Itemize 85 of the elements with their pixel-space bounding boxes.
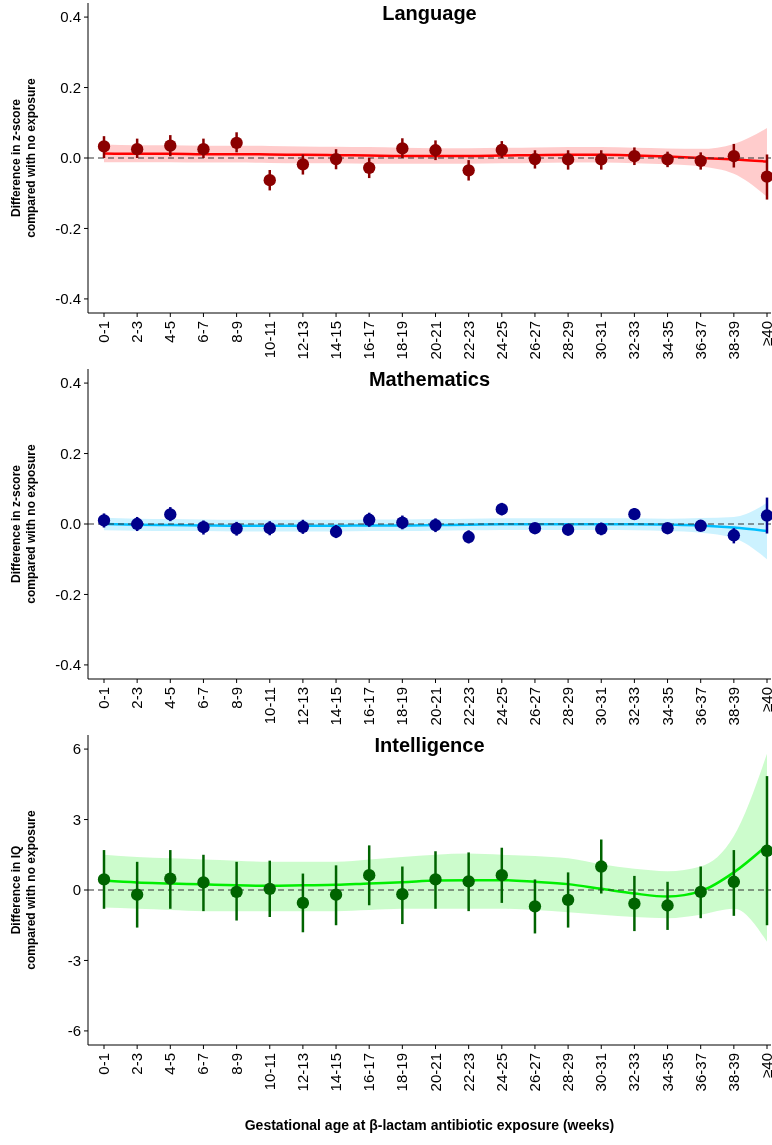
x-tick-label: 30-31 <box>592 321 610 360</box>
x-tick-label: 36-37 <box>691 321 709 360</box>
x-tick-label: 12-13 <box>293 321 311 360</box>
chart-title: Language <box>382 2 477 24</box>
y-tick-label: 0.0 <box>60 515 81 533</box>
x-tick-label: 4-5 <box>161 687 179 709</box>
x-tick-label: 2-3 <box>128 687 146 709</box>
x-tick-label: 36-37 <box>691 687 709 726</box>
x-tick-label: 22-23 <box>459 321 477 360</box>
x-tick-label: 8-9 <box>227 321 245 343</box>
x-tick-label: 16-17 <box>360 687 378 726</box>
x-tick-label: 10-11 <box>260 1053 278 1091</box>
x-tick-label: 22-23 <box>459 687 477 726</box>
y-tick-label: 0 <box>72 881 81 899</box>
x-tick-label: 34-35 <box>658 687 676 726</box>
x-tick-label: 4-5 <box>161 1053 179 1075</box>
x-tick-label: 14-15 <box>327 1053 345 1092</box>
x-tick-label: 6-7 <box>194 1053 212 1075</box>
x-tick-label: 24-25 <box>492 687 510 726</box>
y-axis-title: Difference in IQ compared with no exposure <box>9 810 38 970</box>
x-tick-label: 34-35 <box>658 321 676 360</box>
y-tick-label: 3 <box>72 810 81 828</box>
x-tick-label: 32-33 <box>625 321 643 360</box>
chart-title: Mathematics <box>368 368 491 390</box>
y-tick-label: 0.4 <box>60 8 81 26</box>
x-tick-label: 22-23 <box>459 1053 477 1092</box>
y-tick-label: -0.2 <box>55 219 81 237</box>
x-tick-label: 4-5 <box>161 321 179 343</box>
x-tick-label: 28-29 <box>559 1053 577 1092</box>
x-tick-label: ≥40 <box>758 321 772 346</box>
x-tick-label: 30-31 <box>592 1053 610 1092</box>
x-tick-label: 2-3 <box>128 321 146 343</box>
x-tick-label: 20-21 <box>426 321 444 360</box>
x-tick-label: 24-25 <box>492 321 510 360</box>
x-tick-label: ≥40 <box>758 1053 772 1078</box>
x-tick-label: 2-3 <box>128 1053 146 1075</box>
x-tick-label: 18-19 <box>393 321 411 360</box>
x-tick-label: 18-19 <box>393 1053 411 1092</box>
x-tick-label: 10-11 <box>260 321 278 359</box>
x-tick-label: 8-9 <box>227 687 245 709</box>
x-tick-label: 20-21 <box>426 1053 444 1092</box>
x-tick-label: 36-37 <box>691 1053 709 1092</box>
x-tick-label: 38-39 <box>724 1053 742 1092</box>
y-tick-label: -0.4 <box>55 290 81 308</box>
x-tick-label: 6-7 <box>194 687 212 709</box>
y-tick-label: 0.2 <box>60 78 81 96</box>
x-tick-label: 20-21 <box>426 687 444 726</box>
x-tick-label: 38-39 <box>724 321 742 360</box>
x-tick-label: 26-27 <box>525 687 543 726</box>
y-tick-label: 0.2 <box>60 444 81 462</box>
x-axis-title: Gestational age at β-lactam antibiotic exposure (weeks) <box>244 1117 615 1133</box>
x-tick-label: 12-13 <box>293 687 311 726</box>
x-tick-label: 0-1 <box>95 687 112 709</box>
y-tick-label: 0.4 <box>60 374 81 392</box>
x-tick-label: 24-25 <box>492 1053 510 1092</box>
x-tick-label: 12-13 <box>293 1053 311 1092</box>
x-tick-label: 16-17 <box>360 1053 378 1092</box>
y-axis-title: Difference in z-score compared with no exposure <box>9 444 38 604</box>
x-tick-label: 28-29 <box>559 687 577 726</box>
x-tick-label: 18-19 <box>393 687 411 726</box>
y-tick-label: 0.0 <box>60 149 81 167</box>
x-tick-label: 16-17 <box>360 321 378 360</box>
y-tick-label: -6 <box>67 1022 81 1040</box>
x-tick-label: 0-1 <box>95 321 112 343</box>
x-tick-label: 34-35 <box>658 1053 676 1092</box>
y-axis-title: Difference in z-score compared with no exposure <box>9 78 38 238</box>
x-tick-label: 14-15 <box>327 687 345 726</box>
x-tick-label: ≥40 <box>758 687 772 712</box>
x-tick-label: 26-27 <box>525 321 543 360</box>
x-tick-label: 32-33 <box>625 1053 643 1092</box>
x-tick-label: 6-7 <box>194 321 212 343</box>
y-tick-label: -3 <box>67 951 81 969</box>
x-tick-label: 28-29 <box>559 321 577 360</box>
x-tick-label: 0-1 <box>95 1053 112 1075</box>
x-tick-label: 30-31 <box>592 687 610 726</box>
x-tick-label: 26-27 <box>525 1053 543 1092</box>
y-tick-label: 6 <box>72 740 81 758</box>
chart-title: Intelligence <box>374 734 485 756</box>
y-tick-label: -0.4 <box>55 656 81 674</box>
x-tick-label: 32-33 <box>625 687 643 726</box>
x-tick-label: 38-39 <box>724 687 742 726</box>
y-tick-label: -0.2 <box>55 585 81 603</box>
x-tick-label: 14-15 <box>327 321 345 360</box>
x-tick-label: 10-11 <box>260 687 278 725</box>
x-tick-label: 8-9 <box>227 1053 245 1075</box>
